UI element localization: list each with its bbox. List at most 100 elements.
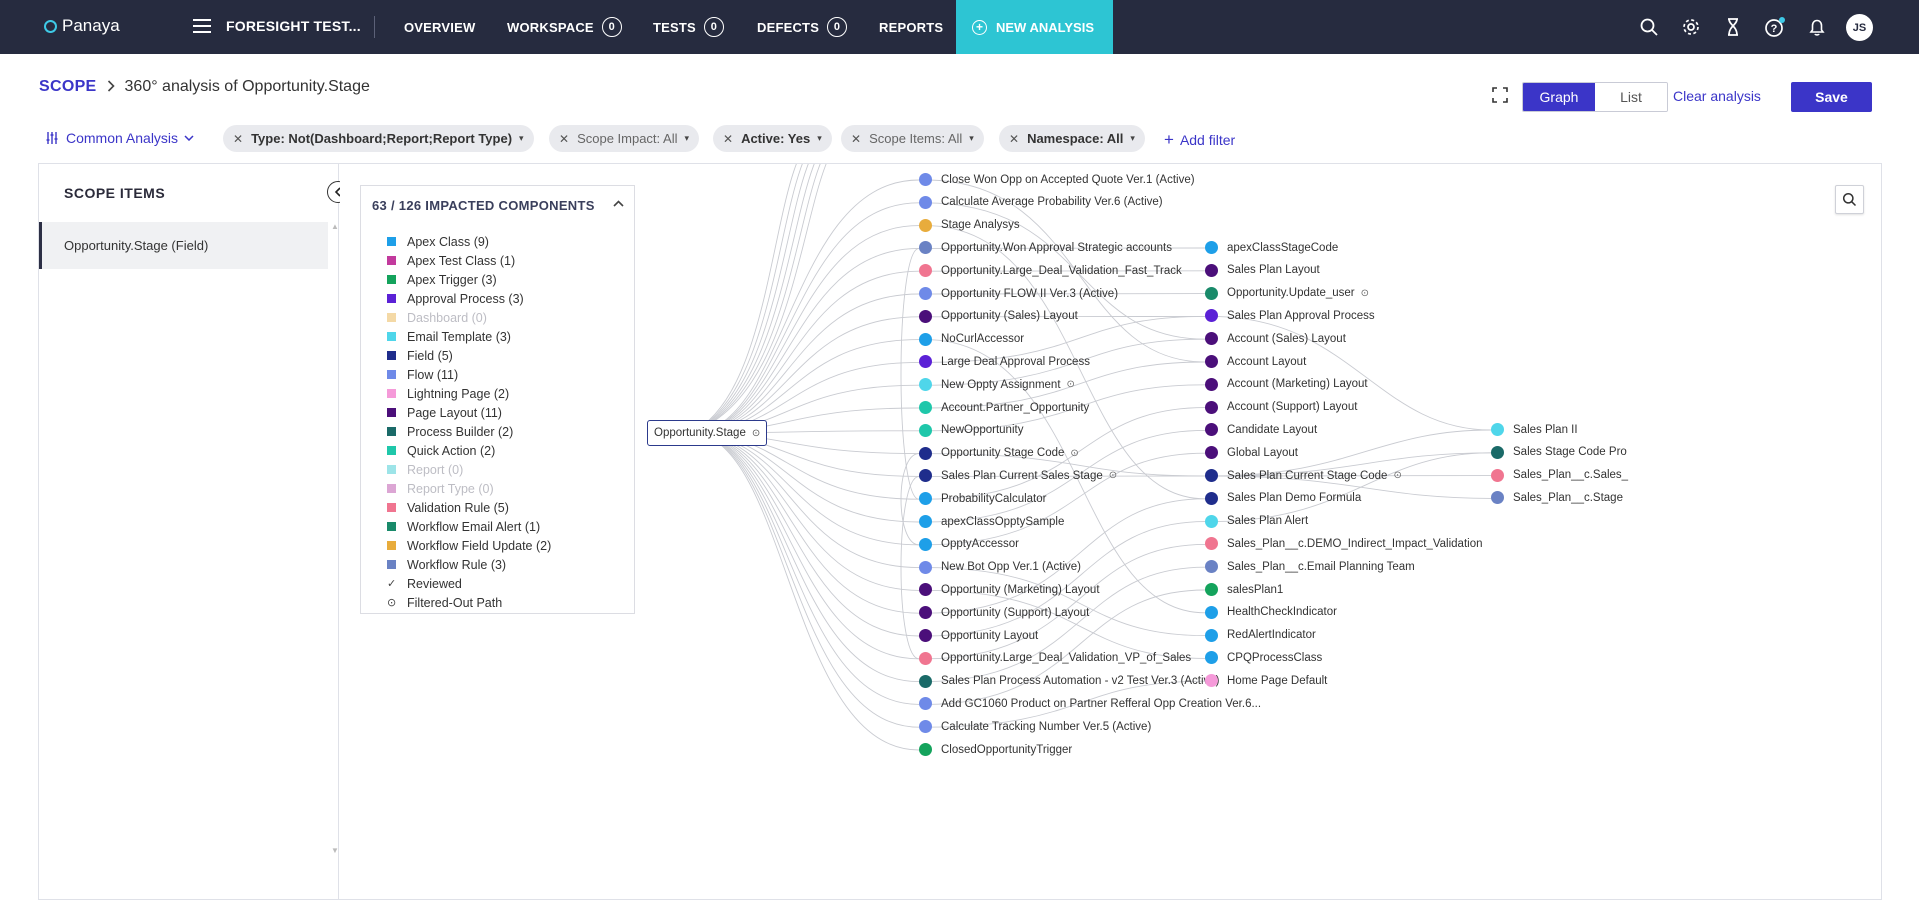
legend-item[interactable]: Report (0) — [387, 460, 551, 479]
graph-node[interactable]: Sales_Plan__c.DEMO_Indirect_Impact_Valid… — [1205, 537, 1482, 551]
graph-node[interactable]: Sales_Plan__c.Sales_ — [1491, 468, 1628, 482]
graph-node[interactable]: Account (Sales) Layout — [1205, 332, 1346, 346]
dependency-graph[interactable]: Opportunity.Stage ⊙ Close Won Opp on Acc… — [340, 164, 1881, 899]
graph-node[interactable]: Opportunity FLOW II Ver.3 (Active) — [919, 287, 1118, 300]
graph-node[interactable]: Opportunity Layout — [919, 629, 1038, 642]
graph-node[interactable]: Candidate Layout — [1205, 423, 1317, 437]
graph-node[interactable]: Opportunity.Large_Deal_Validation_Fast_T… — [919, 264, 1182, 278]
graph-node[interactable]: Account.Partner_Opportunity — [919, 401, 1089, 414]
bell-icon[interactable] — [1805, 15, 1829, 39]
graph-node[interactable]: Global Layout — [1205, 446, 1298, 460]
graph-node[interactable]: NewOpportunity — [919, 423, 1023, 437]
close-icon[interactable]: ✕ — [233, 131, 244, 146]
graph-node[interactable]: HealthCheckIndicator — [1205, 605, 1337, 619]
legend-item[interactable]: Workflow Rule (3) — [387, 555, 551, 574]
gear-icon[interactable] — [1679, 15, 1703, 39]
filtered-out-path-icon[interactable]: ⊙ — [751, 427, 761, 439]
nav-tests[interactable]: TESTS 0 — [653, 0, 724, 54]
legend-item-filtered-out[interactable]: ⊙ Filtered-Out Path — [387, 593, 551, 612]
graph-node[interactable]: Account (Support) Layout — [1205, 400, 1357, 414]
graph-node[interactable]: Sales Plan Approval Process — [1205, 309, 1375, 323]
graph-node[interactable]: Close Won Opp on Accepted Quote Ver.1 (A… — [919, 173, 1195, 186]
legend-item[interactable]: Field (5) — [387, 346, 551, 365]
graph-node[interactable]: Opportunity Stage Code ⊙ — [919, 446, 1079, 460]
close-icon[interactable]: ✕ — [723, 131, 734, 146]
graph-node[interactable]: Sales Plan Current Stage Code ⊙ — [1205, 469, 1402, 482]
graph-node[interactable]: salesPlan1 — [1205, 583, 1283, 596]
graph-view-button[interactable]: Graph — [1523, 83, 1595, 111]
save-button[interactable]: Save — [1791, 82, 1872, 112]
legend-item[interactable]: Apex Trigger (3) — [387, 270, 551, 289]
nav-overview[interactable]: OVERVIEW — [404, 0, 475, 54]
scroll-down-arrow[interactable]: ▼ — [331, 846, 339, 855]
graph-node[interactable]: Home Page Default — [1205, 674, 1327, 688]
help-icon[interactable]: ? — [1763, 15, 1787, 39]
graph-node[interactable]: Opportunity (Support) Layout — [919, 606, 1089, 620]
graph-node[interactable]: Sales Plan Alert — [1205, 514, 1308, 528]
graph-node[interactable]: Opportunity.Won Approval Strategic accou… — [919, 241, 1172, 255]
graph-node[interactable]: Sales Plan Process Automation - v2 Test … — [919, 674, 1219, 688]
graph-search-button[interactable] — [1835, 185, 1864, 214]
graph-node[interactable]: Large Deal Approval Process — [919, 355, 1090, 369]
graph-node[interactable]: Sales Plan II — [1491, 423, 1578, 436]
nav-new-analysis[interactable]: + NEW ANALYSIS — [956, 0, 1113, 54]
legend-item[interactable]: Dashboard (0) — [387, 308, 551, 327]
legend-item-reviewed[interactable]: ✓ Reviewed — [387, 574, 551, 593]
filter-chip-scope-items[interactable]: ✕ Scope Items: All ▾ — [841, 125, 984, 152]
filter-chip-active[interactable]: ✕ Active: Yes ▾ — [713, 125, 832, 152]
nav-workspace[interactable]: WORKSPACE 0 — [507, 0, 622, 54]
graph-node[interactable]: NoCurlAccessor — [919, 332, 1024, 346]
graph-node[interactable]: Sales_Plan__c.Stage — [1491, 491, 1623, 505]
graph-node[interactable]: Opportunity.Large_Deal_Validation_VP_of_… — [919, 651, 1191, 665]
filtered-out-path-icon[interactable]: ⊙ — [1070, 447, 1079, 459]
legend-item[interactable]: Page Layout (11) — [387, 403, 551, 422]
graph-node[interactable]: apexClassStageCode — [1205, 241, 1338, 254]
close-icon[interactable]: ✕ — [1009, 131, 1020, 146]
graph-node[interactable]: Stage Analysys — [919, 218, 1020, 232]
legend-item[interactable]: Process Builder (2) — [387, 422, 551, 441]
graph-node[interactable]: Opportunity (Marketing) Layout — [919, 583, 1100, 597]
graph-node[interactable]: Account Layout — [1205, 355, 1306, 368]
clear-analysis-link[interactable]: Clear analysis — [1673, 88, 1761, 104]
nav-reports[interactable]: REPORTS — [879, 0, 943, 54]
graph-node[interactable]: Sales Plan Layout — [1205, 263, 1320, 277]
filtered-out-path-icon[interactable]: ⊙ — [1393, 470, 1402, 481]
graph-node[interactable]: CPQProcessClass — [1205, 651, 1322, 665]
graph-node[interactable]: apexClassOpptySample — [919, 515, 1064, 528]
filtered-out-path-icon[interactable]: ⊙ — [1108, 470, 1118, 482]
graph-node[interactable]: Calculate Tracking Number Ver.5 (Active) — [919, 720, 1151, 734]
panaya-logo[interactable]: Panaya — [44, 16, 120, 36]
graph-node[interactable]: ProbabilityCalculator — [919, 492, 1046, 506]
chevron-up-icon[interactable] — [613, 195, 624, 210]
legend-item[interactable]: Approval Process (3) — [387, 289, 551, 308]
filtered-out-path-icon[interactable]: ⊙ — [1360, 287, 1370, 299]
filter-chip-namespace[interactable]: ✕ Namespace: All ▾ — [999, 125, 1145, 152]
legend-item[interactable]: Report Type (0) — [387, 479, 551, 498]
scroll-up-arrow[interactable]: ▲ — [331, 222, 339, 231]
user-avatar[interactable]: JS — [1846, 14, 1873, 41]
graph-root-node[interactable]: Opportunity.Stage ⊙ — [647, 420, 768, 446]
filter-chip-type[interactable]: ✕ Type: Not(Dashboard;Report;Report Type… — [223, 125, 534, 152]
graph-node[interactable]: RedAlertIndicator — [1205, 628, 1316, 642]
graph-node[interactable]: Sales Plan Demo Formula — [1205, 491, 1361, 505]
graph-node[interactable]: Add GC1060 Product on Partner Refferal O… — [919, 697, 1261, 711]
graph-node[interactable]: Account (Marketing) Layout — [1205, 377, 1368, 391]
list-view-button[interactable]: List — [1595, 83, 1667, 111]
add-filter-button[interactable]: + Add filter — [1164, 130, 1235, 150]
legend-item[interactable]: Email Template (3) — [387, 327, 551, 346]
graph-node[interactable]: Opportunity (Sales) Layout — [919, 309, 1078, 323]
legend-item[interactable]: Workflow Field Update (2) — [387, 536, 551, 555]
graph-node[interactable]: New Bot Opp Ver.1 (Active) — [919, 560, 1081, 574]
close-icon[interactable]: ✕ — [851, 131, 862, 146]
graph-node[interactable]: Calculate Average Probability Ver.6 (Act… — [919, 195, 1163, 209]
legend-item[interactable]: Quick Action (2) — [387, 441, 551, 460]
close-icon[interactable]: ✕ — [559, 131, 570, 146]
filter-chip-scope-impact[interactable]: ✕ Scope Impact: All ▾ — [549, 125, 700, 152]
legend-item[interactable]: Flow (11) — [387, 365, 551, 384]
graph-node[interactable]: Opportunity.Update_user ⊙ — [1205, 286, 1370, 300]
breadcrumb-scope-link[interactable]: SCOPE — [39, 78, 97, 95]
scope-item[interactable]: Opportunity.Stage (Field) — [39, 222, 328, 269]
legend-item[interactable]: Workflow Email Alert (1) — [387, 517, 551, 536]
graph-node[interactable]: OpptyAccessor — [919, 537, 1019, 551]
project-name[interactable]: FORESIGHT TEST... — [226, 18, 361, 34]
